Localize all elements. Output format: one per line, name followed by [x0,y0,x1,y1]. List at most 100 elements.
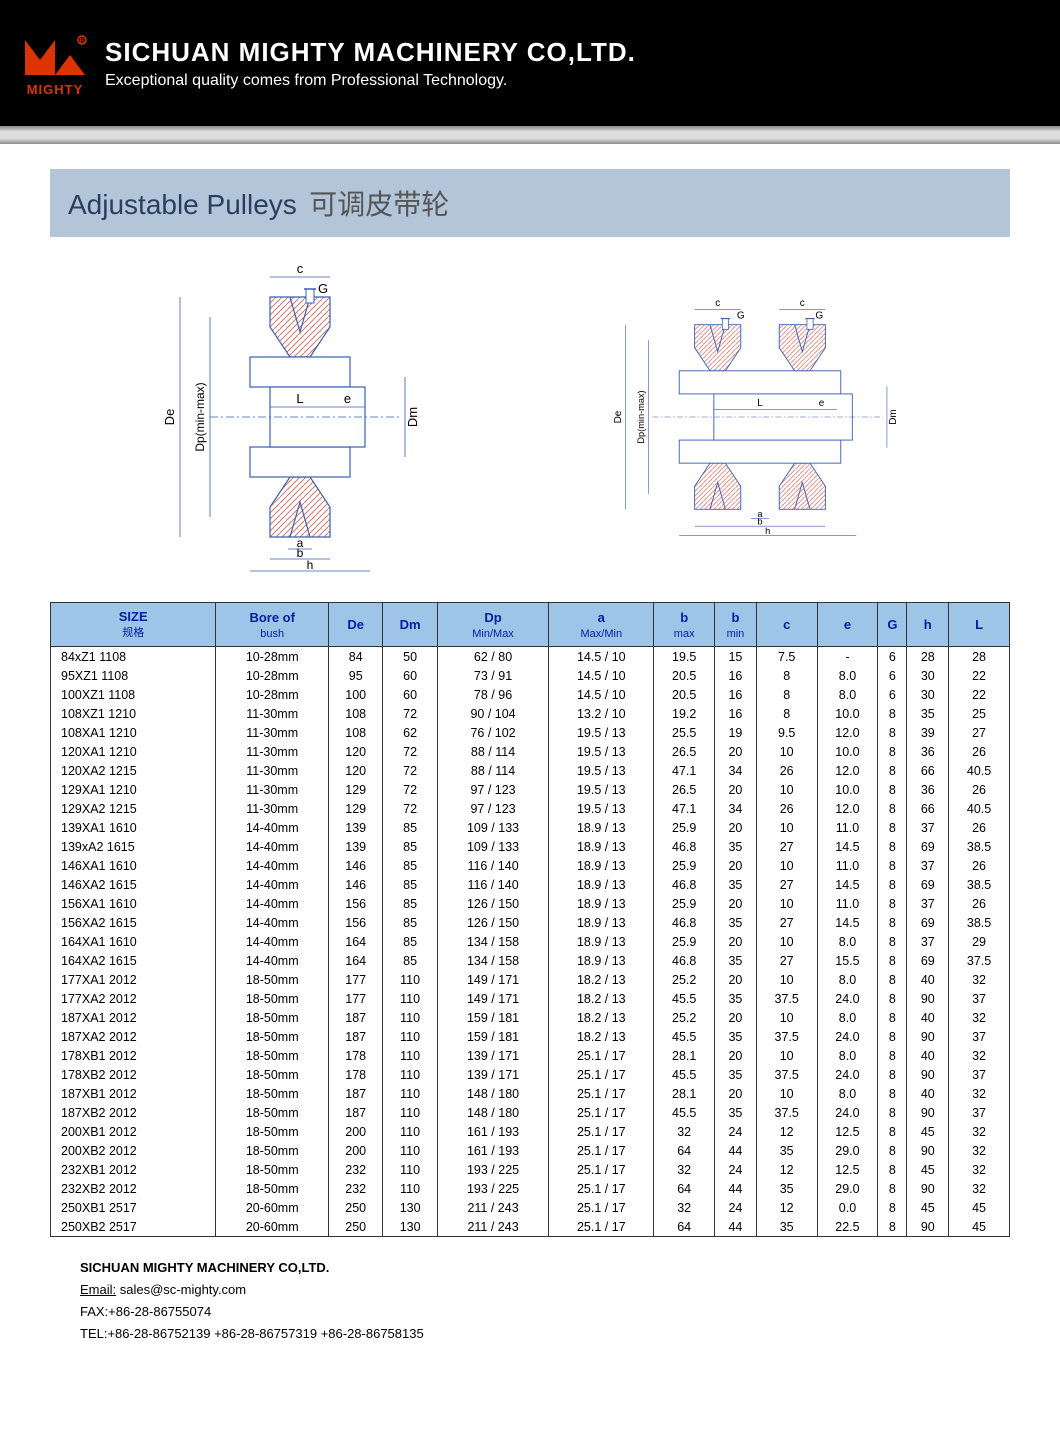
table-cell: 18-50mm [216,970,329,989]
table-cell: 14.5 [817,875,878,894]
table-cell: 34 [715,799,757,818]
table-cell: 156XA2 1615 [51,913,216,932]
table-cell: 14-40mm [216,913,329,932]
table-cell: 8 [878,856,907,875]
table-cell: 8.0 [817,666,878,685]
svg-text:b: b [297,546,304,560]
table-cell: 35 [715,1065,757,1084]
table-cell: 139 / 171 [437,1065,548,1084]
table-cell: 19.5 / 13 [549,761,654,780]
table-cell: 11-30mm [216,742,329,761]
table-cell: 85 [383,856,437,875]
table-cell: 37 [949,1065,1010,1084]
table-cell: 26 [949,894,1010,913]
table-cell: 8.0 [817,685,878,704]
table-cell: 37.5 [756,1065,817,1084]
table-cell: 8 [878,799,907,818]
table-cell: 24 [715,1160,757,1179]
table-cell: 18.2 / 13 [549,970,654,989]
table-cell: 95 [329,666,383,685]
table-header: SIZE规格Bore ofbushDeDmDpMin/MaxaMax/Minbm… [51,603,1010,647]
table-cell: 37 [949,989,1010,1008]
table-cell: 30 [907,685,949,704]
table-cell: 156 [329,894,383,913]
table-cell: 14.5 [817,913,878,932]
table-cell: 50 [383,647,437,667]
table-cell: 10 [756,894,817,913]
table-cell: 110 [383,1046,437,1065]
table-cell: 110 [383,989,437,1008]
table-cell: 88 / 114 [437,742,548,761]
table-cell: 8 [878,1027,907,1046]
table-cell: 193 / 225 [437,1179,548,1198]
table-cell: 37 [907,818,949,837]
table-cell: 25.1 / 17 [549,1122,654,1141]
table-cell: 35 [715,913,757,932]
table-cell: 10.0 [817,742,878,761]
table-cell: 130 [383,1217,437,1237]
table-cell: 10.0 [817,704,878,723]
table-cell: 47.1 [654,799,715,818]
table-cell: 38.5 [949,913,1010,932]
column-header: h [907,603,949,647]
table-row: 156XA2 161514-40mm15685126 / 15018.9 / 1… [51,913,1010,932]
svg-text:G: G [318,281,328,296]
table-cell: 37.5 [756,1103,817,1122]
table-cell: 108 [329,723,383,742]
table-cell: 120 [329,761,383,780]
table-cell: 85 [383,818,437,837]
table-row: 129XA1 121011-30mm1297297 / 12319.5 / 13… [51,780,1010,799]
table-cell: 116 / 140 [437,856,548,875]
svg-text:h: h [307,558,314,572]
table-cell: 32 [949,1046,1010,1065]
table-cell: 26.5 [654,742,715,761]
logo-container: R MIGHTY [20,30,90,97]
title-chinese: 可调皮带轮 [309,189,449,220]
table-cell: 45 [907,1122,949,1141]
table-cell: 38.5 [949,875,1010,894]
table-row: 100XZ1 110810-28mm1006078 / 9614.5 / 102… [51,685,1010,704]
table-cell: 26 [756,799,817,818]
table-cell: 14.5 / 10 [549,685,654,704]
table-cell: 60 [383,666,437,685]
table-cell: 8 [878,970,907,989]
table-cell: 35 [715,1103,757,1122]
table-cell: 12.0 [817,761,878,780]
table-cell: 232 [329,1179,383,1198]
table-cell: 110 [383,1084,437,1103]
table-cell: 126 / 150 [437,913,548,932]
column-header: bmax [654,603,715,647]
table-cell: 90 / 104 [437,704,548,723]
table-cell: 14.5 / 10 [549,666,654,685]
table-cell: 46.8 [654,951,715,970]
table-cell: 32 [949,1141,1010,1160]
table-cell: 20 [715,894,757,913]
table-cell: 20 [715,1046,757,1065]
table-cell: 146 [329,856,383,875]
table-cell: 10 [756,742,817,761]
table-body: 84xZ1 110810-28mm845062 / 8014.5 / 1019.… [51,647,1010,1237]
table-cell: 85 [383,875,437,894]
table-cell: 211 / 243 [437,1198,548,1217]
table-cell: 12.0 [817,799,878,818]
table-cell: 0.0 [817,1198,878,1217]
table-cell: 64 [654,1141,715,1160]
table-cell: 22 [949,666,1010,685]
table-cell: 16 [715,666,757,685]
table-cell: 18-50mm [216,989,329,1008]
column-header: Dm [383,603,437,647]
table-cell: 18-50mm [216,1027,329,1046]
table-cell: 8 [878,951,907,970]
table-cell: 90 [907,1217,949,1237]
table-cell: 19.5 / 13 [549,799,654,818]
company-name: SICHUAN MIGHTY MACHINERY CO,LTD. [105,37,636,68]
table-cell: 11-30mm [216,723,329,742]
table-cell: 85 [383,951,437,970]
column-header: De [329,603,383,647]
svg-text:R: R [79,38,84,45]
footer-company: SICHUAN MIGHTY MACHINERY CO,LTD. [80,1257,1010,1279]
table-cell: 10 [756,970,817,989]
spec-table: SIZE规格Bore ofbushDeDmDpMin/MaxaMax/Minbm… [50,602,1010,1237]
table-cell: 24.0 [817,989,878,1008]
svg-text:De: De [613,410,624,423]
